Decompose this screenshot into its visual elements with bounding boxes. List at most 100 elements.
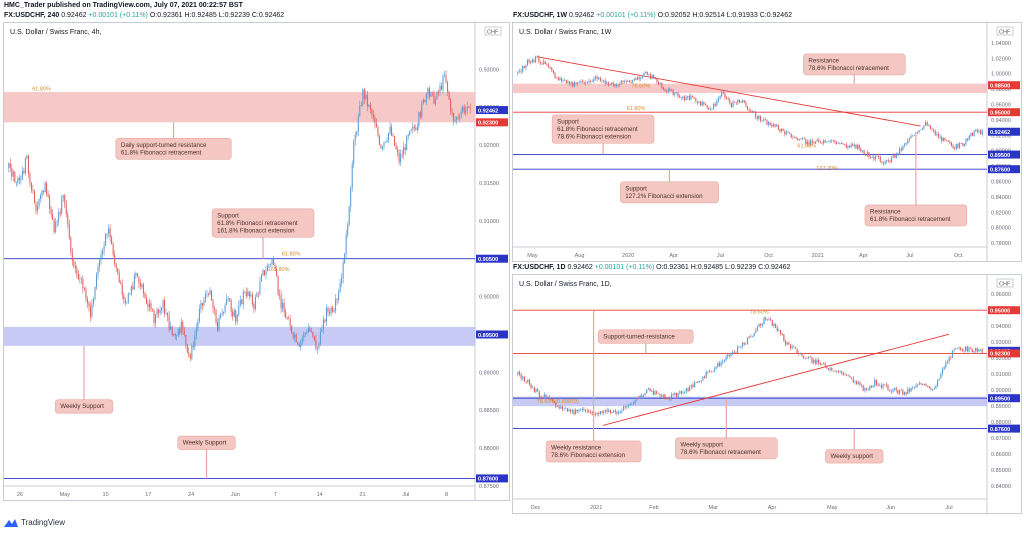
y-tick-label: 0.87500 xyxy=(479,484,499,490)
candle-body xyxy=(218,317,220,331)
candle-body xyxy=(929,125,931,130)
candle-body xyxy=(434,99,436,104)
candle-body xyxy=(690,384,692,387)
candle-body xyxy=(633,78,635,81)
candle-body xyxy=(776,125,778,127)
candle-body xyxy=(203,300,205,306)
candle-body xyxy=(759,115,762,121)
callout-text: Weekly support xyxy=(680,441,723,448)
candle-body xyxy=(748,336,750,339)
chart-4h[interactable]: U.S. Dollar / Swiss Franc, 4h, CHF 0.93000… xyxy=(4,23,509,500)
candle-body xyxy=(854,381,856,383)
candle-body xyxy=(598,77,600,79)
y-tick-label: 0.89000 xyxy=(991,404,1011,410)
x-tick-label: 10 xyxy=(102,492,108,498)
candle-body xyxy=(923,383,925,386)
candle-body xyxy=(307,327,309,333)
candle-body xyxy=(369,104,371,110)
candle-body xyxy=(457,117,459,118)
candle-body xyxy=(607,82,609,85)
candle-body xyxy=(738,99,741,103)
chart-pane-1d[interactable]: U.S. Dollar / Swiss Franc, 1D, CHF 0.96000… xyxy=(512,274,1022,514)
candle-body xyxy=(814,360,816,364)
chart-1w[interactable]: U.S. Dollar / Swiss Franc, 1W CHF 1.04000 1… xyxy=(513,23,1021,261)
candle-body xyxy=(41,190,43,196)
candle-body xyxy=(549,66,551,68)
candle-body xyxy=(823,140,825,144)
tradingview-logo[interactable]: TradingView xyxy=(4,518,65,527)
price-axis-tag xyxy=(988,306,1020,315)
y-tick-label: 0.84000 xyxy=(991,195,1011,201)
chart-pane-4h[interactable]: U.S. Dollar / Swiss Franc, 4h, CHF 0.93000… xyxy=(3,22,510,501)
candle-body xyxy=(111,237,113,245)
candle-body xyxy=(664,89,666,92)
candle-body xyxy=(682,392,684,394)
candle-body xyxy=(214,308,216,310)
candle-body xyxy=(351,163,353,189)
candle-body xyxy=(654,77,656,79)
candle-body xyxy=(789,132,791,134)
rb-low: L:0.92239 xyxy=(725,264,757,271)
candle-body xyxy=(132,286,134,290)
candle-body xyxy=(546,396,549,398)
candle-body xyxy=(437,91,439,93)
x-tick-label: 8 xyxy=(445,492,448,498)
x-tick-label: Feb xyxy=(649,505,658,511)
candle-body xyxy=(288,318,290,320)
candle-body xyxy=(979,349,982,350)
candle-body xyxy=(742,100,744,103)
candle-body xyxy=(167,313,169,317)
candle-body xyxy=(784,340,787,345)
candle-body xyxy=(325,307,328,322)
candle-body xyxy=(806,141,809,145)
candle-body xyxy=(715,366,717,369)
candle-body xyxy=(903,144,906,146)
candle-body xyxy=(121,283,123,295)
candle-body xyxy=(705,371,707,378)
candle-body xyxy=(581,408,583,410)
candle-body xyxy=(47,194,49,197)
candle-body xyxy=(448,91,450,100)
candle-body xyxy=(788,342,790,345)
candle-body xyxy=(905,142,907,145)
candle-body xyxy=(755,111,757,117)
candle-body xyxy=(528,379,530,385)
candle-body xyxy=(543,394,545,398)
callout-box xyxy=(864,204,968,227)
candle-body xyxy=(456,117,458,121)
candle-body xyxy=(570,82,572,84)
x-tick-label: 14 xyxy=(317,492,323,498)
candle-body xyxy=(416,126,418,130)
chart-pane-1w[interactable]: U.S. Dollar / Swiss Franc, 1W CHF 1.04000 1… xyxy=(512,22,1022,262)
candle-body xyxy=(292,332,294,338)
candle-body xyxy=(834,370,836,372)
candle-body xyxy=(834,140,836,143)
candle-body xyxy=(723,360,725,362)
chart-1d[interactable]: U.S. Dollar / Swiss Franc, 1D, CHF 0.96000… xyxy=(513,275,1021,513)
candle-body xyxy=(753,333,755,337)
candle-body xyxy=(459,117,461,118)
price-axis-tag-label: 0.95000 xyxy=(990,110,1010,116)
candle-body xyxy=(629,403,631,406)
candle-body xyxy=(242,292,244,305)
candle-body xyxy=(400,154,402,163)
left-low: L:0.92239 xyxy=(218,12,250,19)
candle-body xyxy=(162,300,164,308)
y-tick-label: 0.89000 xyxy=(479,370,499,376)
candle-body xyxy=(870,385,873,388)
candle-body xyxy=(831,140,833,142)
candle-body xyxy=(309,327,311,332)
candle-body xyxy=(596,76,598,79)
candle-body xyxy=(301,338,303,342)
candle-body xyxy=(669,398,671,400)
candle-body xyxy=(553,400,555,403)
candle-body xyxy=(912,135,914,137)
candle-body xyxy=(440,85,443,90)
price-axis-tag-label: 0.87600 xyxy=(990,167,1010,173)
candle-body xyxy=(248,291,250,297)
candle-body xyxy=(535,388,537,393)
y-tick-label: 0.98000 xyxy=(991,87,1011,93)
candle-body xyxy=(634,400,636,404)
candle-body xyxy=(554,72,556,78)
candle-body xyxy=(398,152,400,163)
